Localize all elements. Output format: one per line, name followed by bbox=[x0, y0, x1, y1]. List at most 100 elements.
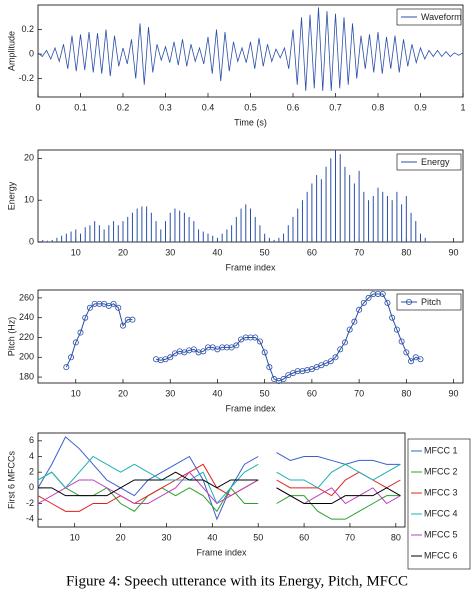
x-tick-label: 50 bbox=[253, 532, 263, 542]
marker bbox=[266, 364, 273, 371]
marker bbox=[252, 334, 259, 341]
marker bbox=[379, 290, 386, 297]
legend-label: MFCC 1 bbox=[424, 445, 458, 455]
legend-marker bbox=[405, 298, 412, 305]
x-tick-label: 0.3 bbox=[159, 102, 172, 112]
x-tick-label: 70 bbox=[345, 532, 355, 542]
marker bbox=[63, 364, 70, 371]
x-tick-label: 20 bbox=[118, 247, 128, 257]
marker bbox=[129, 316, 136, 323]
marker bbox=[351, 318, 358, 325]
marker bbox=[167, 354, 174, 361]
marker bbox=[261, 349, 268, 356]
y-axis-label: First 6 MFCCs bbox=[6, 451, 16, 509]
marker bbox=[256, 338, 263, 345]
x-tick-label: 0.1 bbox=[74, 102, 87, 112]
marker bbox=[365, 294, 372, 301]
marker bbox=[408, 358, 415, 365]
x-tick-label: 80 bbox=[401, 247, 411, 257]
marker bbox=[389, 314, 396, 321]
y-tick-label: 200 bbox=[19, 352, 34, 362]
x-tick-label: 90 bbox=[449, 388, 459, 398]
y-tick-label: 4 bbox=[29, 451, 34, 461]
x-tick-label: 0.7 bbox=[329, 102, 342, 112]
caption: Figure 4: Speech utterance with its Ener… bbox=[66, 573, 408, 589]
y-tick-label: 180 bbox=[19, 371, 34, 381]
y-tick-label: 6 bbox=[29, 435, 34, 445]
y-tick-label: 0 bbox=[29, 236, 34, 246]
marker bbox=[346, 326, 353, 333]
x-axis-label: Frame index bbox=[225, 262, 276, 272]
x-tick-label: 10 bbox=[71, 247, 81, 257]
series-line bbox=[38, 471, 401, 504]
marker bbox=[86, 304, 93, 311]
marker bbox=[120, 322, 127, 329]
x-tick-label: 0.2 bbox=[117, 102, 130, 112]
marker bbox=[204, 344, 211, 351]
marker bbox=[360, 299, 367, 306]
legend-label: MFCC 3 bbox=[424, 487, 458, 497]
marker bbox=[124, 316, 131, 323]
x-tick-label: 0.8 bbox=[372, 102, 385, 112]
marker bbox=[82, 314, 89, 321]
y-tick-label: 2 bbox=[29, 467, 34, 477]
x-tick-label: 50 bbox=[260, 388, 270, 398]
marker bbox=[332, 354, 339, 361]
marker bbox=[403, 349, 410, 356]
x-tick-label: 80 bbox=[401, 388, 411, 398]
legend-label: MFCC 5 bbox=[424, 529, 458, 539]
marker bbox=[233, 342, 240, 349]
y-tick-label: 260 bbox=[19, 292, 34, 302]
x-tick-label: 0.5 bbox=[244, 102, 257, 112]
x-tick-label: 60 bbox=[307, 388, 317, 398]
x-tick-label: 0 bbox=[35, 102, 40, 112]
x-tick-label: 0.9 bbox=[414, 102, 427, 112]
legend-label: MFCC 2 bbox=[424, 466, 458, 476]
x-tick-label: 70 bbox=[354, 388, 364, 398]
marker bbox=[68, 354, 75, 361]
legend-label: Energy bbox=[421, 157, 450, 167]
x-tick-label: 30 bbox=[161, 532, 171, 542]
marker bbox=[110, 300, 117, 307]
series-line bbox=[37, 463, 401, 512]
y-tick-label: 10 bbox=[24, 195, 34, 205]
x-axis-label: Time (s) bbox=[234, 117, 267, 127]
x-tick-label: 0.6 bbox=[287, 102, 300, 112]
legend-box bbox=[396, 8, 462, 26]
marker bbox=[96, 300, 103, 307]
marker bbox=[337, 346, 344, 353]
marker bbox=[393, 326, 400, 333]
x-tick-label: 0.4 bbox=[202, 102, 215, 112]
legend-label: MFCC 6 bbox=[424, 550, 458, 560]
x-tick-label: 40 bbox=[212, 247, 222, 257]
marker bbox=[91, 300, 98, 307]
legend-label: MFCC 4 bbox=[424, 508, 458, 518]
marker bbox=[417, 356, 424, 363]
x-tick-label: 30 bbox=[165, 247, 175, 257]
x-tick-label: 40 bbox=[212, 388, 222, 398]
x-tick-label: 30 bbox=[165, 388, 175, 398]
plot-area bbox=[37, 432, 406, 528]
marker bbox=[384, 299, 391, 306]
series-line bbox=[37, 7, 464, 91]
marker bbox=[294, 368, 301, 375]
marker bbox=[72, 339, 79, 346]
y-tick-label: 0 bbox=[29, 482, 34, 492]
marker bbox=[341, 339, 348, 346]
x-tick-label: 20 bbox=[118, 388, 128, 398]
x-axis-label: Frame index bbox=[196, 547, 247, 557]
x-tick-label: 10 bbox=[70, 532, 80, 542]
marker bbox=[219, 344, 226, 351]
x-tick-label: 50 bbox=[260, 247, 270, 257]
y-tick-label: 0 bbox=[29, 48, 34, 58]
y-tick-label: 0.2 bbox=[21, 24, 34, 34]
marker bbox=[115, 304, 122, 311]
legend-box bbox=[396, 293, 462, 311]
marker bbox=[200, 348, 207, 355]
legend-label: Waveform bbox=[421, 12, 462, 22]
x-tick-label: 60 bbox=[299, 532, 309, 542]
y-tick-label: -2 bbox=[26, 498, 34, 508]
legend-box bbox=[407, 438, 471, 570]
marker bbox=[374, 290, 381, 297]
